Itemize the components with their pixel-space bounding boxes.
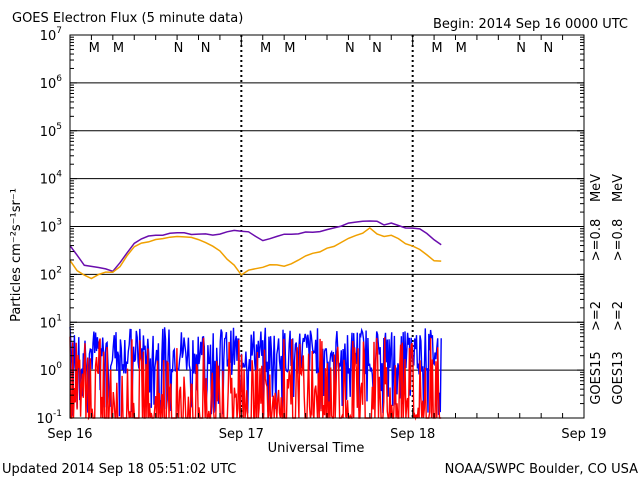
y-tick-label: 102 [40,265,62,283]
y-tick-label: 10-1 [36,409,62,427]
begin-label: Begin: 2014 Sep 16 0000 UTC [433,17,628,32]
grid-layer [70,35,584,418]
marker-label: N [345,41,355,56]
marker-label: M [456,41,467,56]
marker-label: M [113,41,124,56]
legend-label: MeV [611,174,626,202]
credit-label: NOAA/SWPC Boulder, CO USA [445,462,638,477]
marker-label: N [543,41,553,56]
legend-label: MeV [589,174,604,202]
y-tick-label: 101 [40,313,62,331]
series-layer [69,220,442,421]
y-tick-label: 107 [40,26,62,44]
x-axis-label: Universal Time [268,441,365,456]
x-tick-label: Sep 16 [47,427,92,442]
legend-label: >=0.8 [611,219,626,261]
y-tick-label: 106 [40,74,63,92]
y-tick-label: 103 [40,218,62,236]
series-line [69,226,442,280]
legend-label: >=2 [589,301,604,331]
x-tick-label: Sep 17 [219,427,264,442]
marker-label: N [201,41,211,56]
y-tick-label: 104 [40,170,63,188]
y-axis-label: Particles cm⁻²s⁻¹sr⁻¹ [9,188,24,322]
y-tick-label: 100 [40,361,63,379]
series-line [69,336,442,421]
marker-label: N [516,41,526,56]
marker-label: M [89,41,100,56]
legend-label: >=0.8 [589,219,604,261]
marker-label: M [260,41,271,56]
marker-label: M [284,41,295,56]
x-tick-label: Sep 18 [390,427,435,442]
chart-title: GOES Electron Flux (5 minute data) [12,11,243,26]
legend-label: GOES13 [611,351,626,404]
marker-label: N [372,41,382,56]
y-tick-label: 105 [40,122,62,140]
x-tick-label: Sep 19 [561,427,606,442]
marker-label: N [174,41,184,56]
series-line [69,220,442,273]
marker-label: M [431,41,442,56]
legend-label: GOES15 [589,351,604,404]
updated-label: Updated 2014 Sep 18 05:51:02 UTC [2,462,236,477]
legend-layer: >=2 >=0.8 MeV >=2 >=0.8 MeV GOES15 GOES13 [589,174,626,405]
legend-label: >=2 [611,301,626,331]
